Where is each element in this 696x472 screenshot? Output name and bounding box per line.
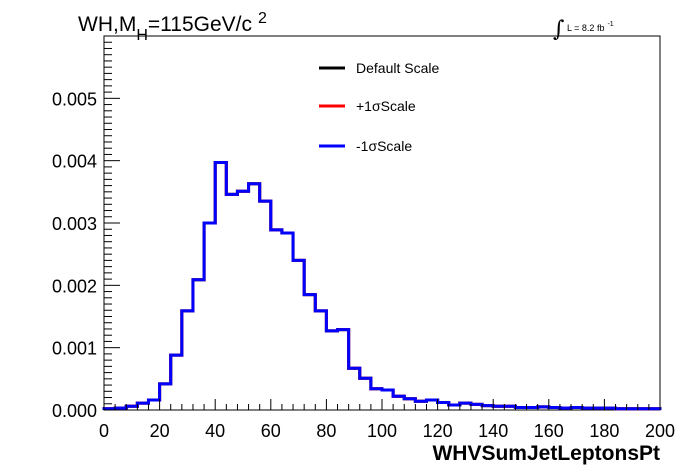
- legend-label-2: -1σScale: [356, 138, 412, 154]
- series-line-2: [102, 161, 662, 411]
- y-tick-label: 0.003: [52, 214, 97, 234]
- title-rest: =115GeV/c: [148, 13, 252, 36]
- x-tick-label: 60: [261, 421, 281, 441]
- legend-label-0: Default Scale: [356, 60, 439, 76]
- title-superscript: 2: [258, 10, 267, 27]
- series-line-1: [102, 161, 662, 411]
- y-tick-label: 0.004: [52, 152, 97, 172]
- y-tick-label: 0.002: [52, 276, 97, 296]
- histogram-series-group: [102, 161, 662, 411]
- lumi-label: L = 8.2 fb -1: [567, 21, 614, 33]
- lumi-text: L = 8.2 fb: [567, 23, 604, 33]
- x-tick-label: 200: [645, 421, 675, 441]
- chart-title: WH,MH=115GeV/c 2: [78, 10, 267, 44]
- axes-group: 0 20 40 60 80 100 120 140 160 180 200 0.000 0.001 0.0…: [52, 41, 675, 441]
- y-tick-label: 0.001: [52, 339, 97, 359]
- x-tick-label: 120: [423, 421, 453, 441]
- x-tick-label: 100: [367, 421, 397, 441]
- y-tick-label: 0.005: [52, 89, 97, 109]
- y-tick-label: 0.000: [52, 401, 97, 421]
- x-tick-label: 20: [150, 421, 170, 441]
- series-line-0: [102, 161, 662, 411]
- x-tick-label: 80: [316, 421, 336, 441]
- x-tick-label: 140: [478, 421, 508, 441]
- lumi-superscript: -1: [607, 21, 613, 28]
- x-tick-label: 0: [99, 421, 109, 441]
- x-tick-label: 180: [589, 421, 619, 441]
- x-tick-label: 160: [534, 421, 564, 441]
- plot-frame: [103, 35, 661, 411]
- lumi-integral-sign: ∫: [553, 17, 565, 42]
- legend-label-1: +1σScale: [356, 98, 416, 114]
- title-main: WH,M: [78, 13, 136, 36]
- x-tick-label: 40: [205, 421, 225, 441]
- legend: Default Scale +1σScale -1σScale: [319, 60, 439, 154]
- x-axis-label: WHVSumJetLeptonsPt: [432, 442, 660, 465]
